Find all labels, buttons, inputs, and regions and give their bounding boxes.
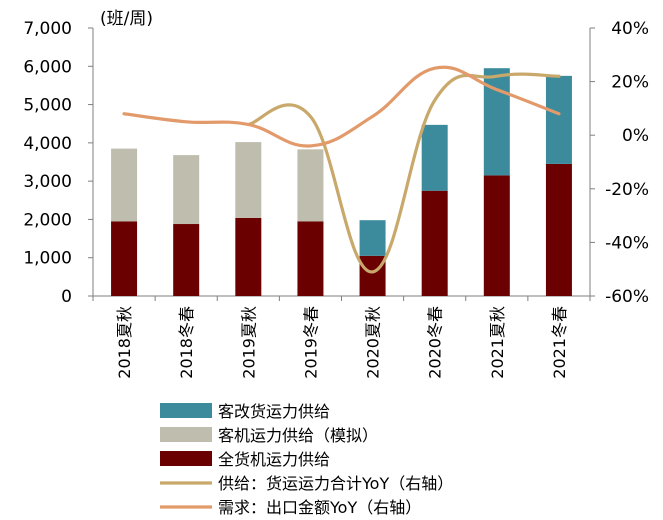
bar xyxy=(173,155,200,225)
x-tick-label: 2021冬春 xyxy=(550,306,569,379)
legend-label: 供给：货运运力合计YoY（右轴） xyxy=(218,474,453,493)
bar xyxy=(297,149,324,222)
x-tick-label: 2020冬春 xyxy=(426,306,445,379)
left-tick-label: 6,000 xyxy=(23,57,72,77)
bar xyxy=(421,124,448,191)
bar xyxy=(235,217,262,296)
series-line xyxy=(122,65,561,148)
bar xyxy=(235,142,262,218)
x-axis-labels: 2018夏秋 2018冬春 2019夏秋 2019冬春 2020夏秋 2020冬春 2021… xyxy=(115,306,569,379)
axes xyxy=(92,28,591,301)
right-y-axis: -60% -40% -20% 0% 20% 40% xyxy=(590,19,649,307)
unit-label: (班/周) xyxy=(100,9,153,29)
bar-layer xyxy=(111,68,572,296)
bar xyxy=(111,221,138,296)
right-tick-label: -40% xyxy=(605,233,649,253)
left-tick-label: 7,000 xyxy=(23,19,72,39)
bar xyxy=(545,163,572,296)
left-tick-label: 2,000 xyxy=(23,210,72,230)
legend-label: 全货机运力供给 xyxy=(218,450,330,469)
left-tick-label: 3,000 xyxy=(23,172,72,192)
unit-label-text: (班/周) xyxy=(100,9,153,29)
x-tick-label: 2019夏秋 xyxy=(239,306,258,379)
x-tick-label: 2020夏秋 xyxy=(364,306,383,379)
legend-swatch xyxy=(160,403,212,418)
right-tick-label: 40% xyxy=(611,19,649,39)
left-tick-label: 1,000 xyxy=(23,249,72,269)
right-tick-label: -60% xyxy=(605,287,649,307)
bar xyxy=(297,221,324,296)
bar xyxy=(421,190,448,296)
bar xyxy=(545,75,572,164)
legend-label: 需求：出口金额YoY（右轴） xyxy=(218,498,421,517)
line-layer xyxy=(122,65,561,274)
right-tick-label: -20% xyxy=(605,180,649,200)
left-tick-label: 0 xyxy=(61,287,72,307)
legend-swatch xyxy=(160,427,212,442)
left-y-axis: 0 1,000 2,000 3,000 4,000 5,000 6,000 7,000 xyxy=(23,19,93,307)
right-tick-label: 0% xyxy=(622,126,649,146)
x-tick-label: 2018夏秋 xyxy=(115,306,134,379)
left-tick-label: 5,000 xyxy=(23,96,72,116)
bar xyxy=(111,148,138,222)
x-tick-label: 2018冬春 xyxy=(177,306,196,379)
x-tick-label: 2021夏秋 xyxy=(488,306,507,379)
series-line xyxy=(246,72,561,274)
legend-label: 客机运力供给（模拟） xyxy=(218,426,378,445)
legend-label: 客改货运力供给 xyxy=(218,402,330,421)
left-tick-label: 4,000 xyxy=(23,134,72,154)
bar xyxy=(173,224,200,296)
right-tick-label: 20% xyxy=(611,73,649,93)
legend-swatch xyxy=(160,451,212,466)
bar xyxy=(483,175,510,296)
x-tick-label: 2019冬春 xyxy=(301,306,320,379)
bar xyxy=(359,220,386,256)
